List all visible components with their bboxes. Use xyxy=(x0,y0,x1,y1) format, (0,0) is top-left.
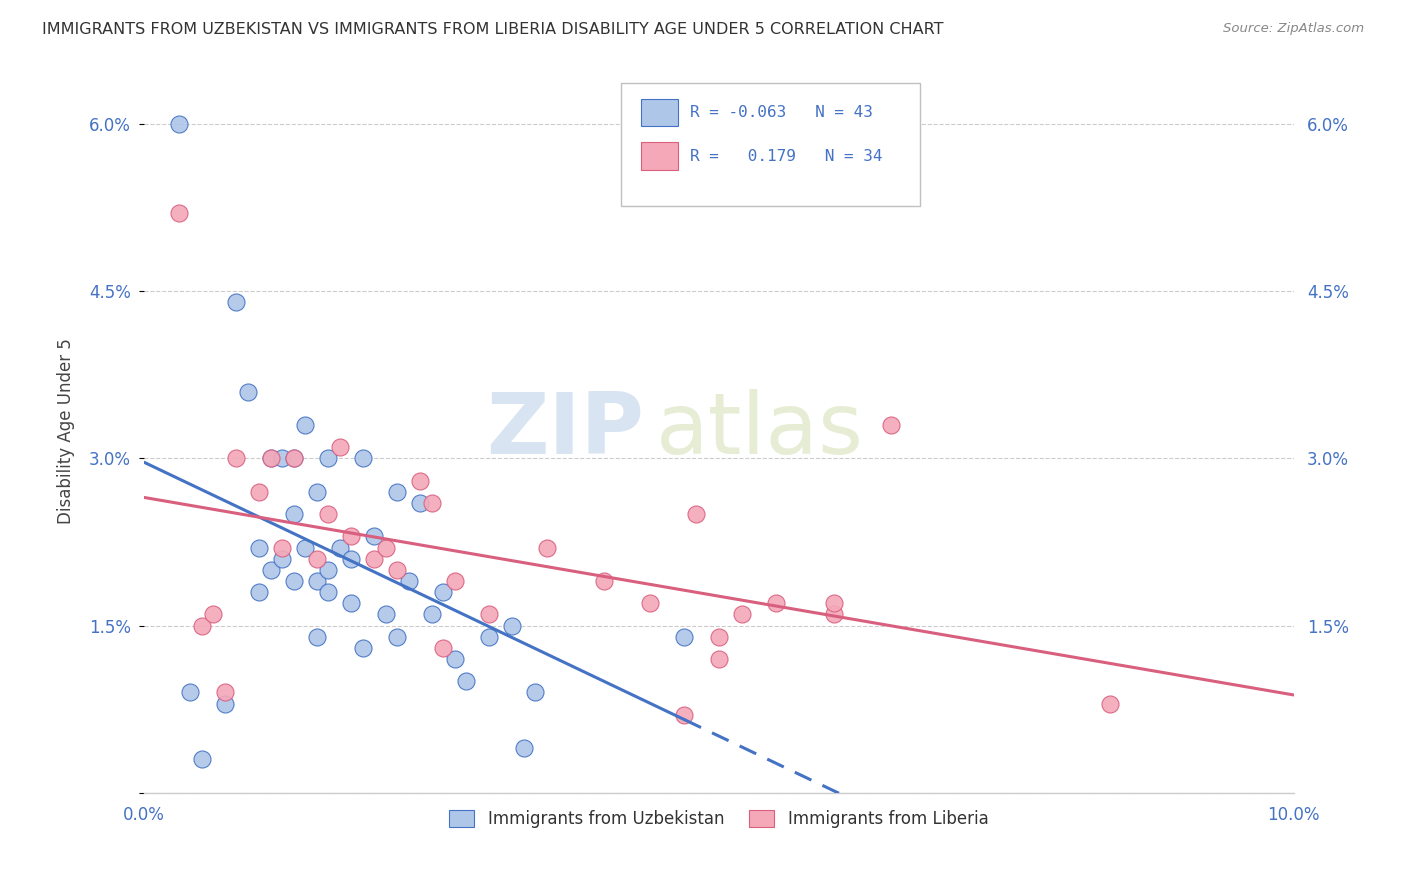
Point xyxy=(352,451,374,466)
Point xyxy=(329,541,352,555)
Point xyxy=(294,541,316,555)
Point xyxy=(478,607,501,622)
Point xyxy=(685,507,707,521)
Point xyxy=(247,484,270,499)
Point xyxy=(593,574,616,588)
Point xyxy=(823,596,845,610)
Point xyxy=(731,607,754,622)
Point xyxy=(707,630,730,644)
Point xyxy=(524,685,547,699)
Point xyxy=(316,585,339,599)
Point xyxy=(340,529,363,543)
Point xyxy=(316,451,339,466)
Point xyxy=(236,384,259,399)
Point xyxy=(225,295,247,310)
Point xyxy=(638,596,661,610)
Point xyxy=(432,585,454,599)
Point xyxy=(536,541,558,555)
Point xyxy=(190,618,212,632)
Point xyxy=(340,551,363,566)
Legend: Immigrants from Uzbekistan, Immigrants from Liberia: Immigrants from Uzbekistan, Immigrants f… xyxy=(443,804,995,835)
Point xyxy=(478,630,501,644)
Point xyxy=(305,574,328,588)
Point xyxy=(214,697,236,711)
Text: R =   0.179   N = 34: R = 0.179 N = 34 xyxy=(690,149,883,163)
Point xyxy=(765,596,787,610)
Point xyxy=(374,607,396,622)
Point xyxy=(363,529,385,543)
Point xyxy=(305,630,328,644)
Point xyxy=(214,685,236,699)
Text: R = -0.063   N = 43: R = -0.063 N = 43 xyxy=(690,105,873,120)
Point xyxy=(1098,697,1121,711)
Text: IMMIGRANTS FROM UZBEKISTAN VS IMMIGRANTS FROM LIBERIA DISABILITY AGE UNDER 5 COR: IMMIGRANTS FROM UZBEKISTAN VS IMMIGRANTS… xyxy=(42,22,943,37)
Point xyxy=(420,607,443,622)
Point xyxy=(673,707,696,722)
Point xyxy=(454,674,477,689)
Point xyxy=(501,618,523,632)
Text: Source: ZipAtlas.com: Source: ZipAtlas.com xyxy=(1223,22,1364,36)
Point xyxy=(443,652,465,666)
Point xyxy=(283,451,305,466)
Point xyxy=(190,752,212,766)
Point xyxy=(512,741,534,756)
Point xyxy=(260,451,283,466)
Text: atlas: atlas xyxy=(655,389,863,472)
Point xyxy=(283,574,305,588)
Y-axis label: Disability Age Under 5: Disability Age Under 5 xyxy=(58,338,75,524)
Point xyxy=(363,551,385,566)
Text: ZIP: ZIP xyxy=(486,389,644,472)
Point xyxy=(409,496,432,510)
Point xyxy=(880,417,903,432)
Point xyxy=(374,541,396,555)
Point xyxy=(305,484,328,499)
Point xyxy=(329,440,352,454)
Point xyxy=(385,630,408,644)
Point xyxy=(167,117,190,131)
Point xyxy=(271,541,294,555)
Point xyxy=(385,563,408,577)
Point xyxy=(260,451,283,466)
Point xyxy=(294,417,316,432)
Point xyxy=(202,607,225,622)
Point xyxy=(823,607,845,622)
Point xyxy=(225,451,247,466)
Point xyxy=(167,206,190,220)
Point xyxy=(305,551,328,566)
Point xyxy=(247,541,270,555)
Bar xyxy=(641,143,678,169)
Point xyxy=(271,551,294,566)
Point xyxy=(352,640,374,655)
Point xyxy=(420,496,443,510)
Point xyxy=(283,451,305,466)
Point xyxy=(179,685,201,699)
Point xyxy=(283,507,305,521)
Point xyxy=(707,652,730,666)
Point xyxy=(432,640,454,655)
Point xyxy=(271,451,294,466)
Point xyxy=(260,563,283,577)
Point xyxy=(385,484,408,499)
Point xyxy=(340,596,363,610)
Bar xyxy=(641,99,678,127)
FancyBboxPatch shape xyxy=(621,83,920,206)
Point xyxy=(316,507,339,521)
Point xyxy=(247,585,270,599)
Point xyxy=(316,563,339,577)
Point xyxy=(409,474,432,488)
Point xyxy=(398,574,420,588)
Point xyxy=(673,630,696,644)
Point xyxy=(443,574,465,588)
